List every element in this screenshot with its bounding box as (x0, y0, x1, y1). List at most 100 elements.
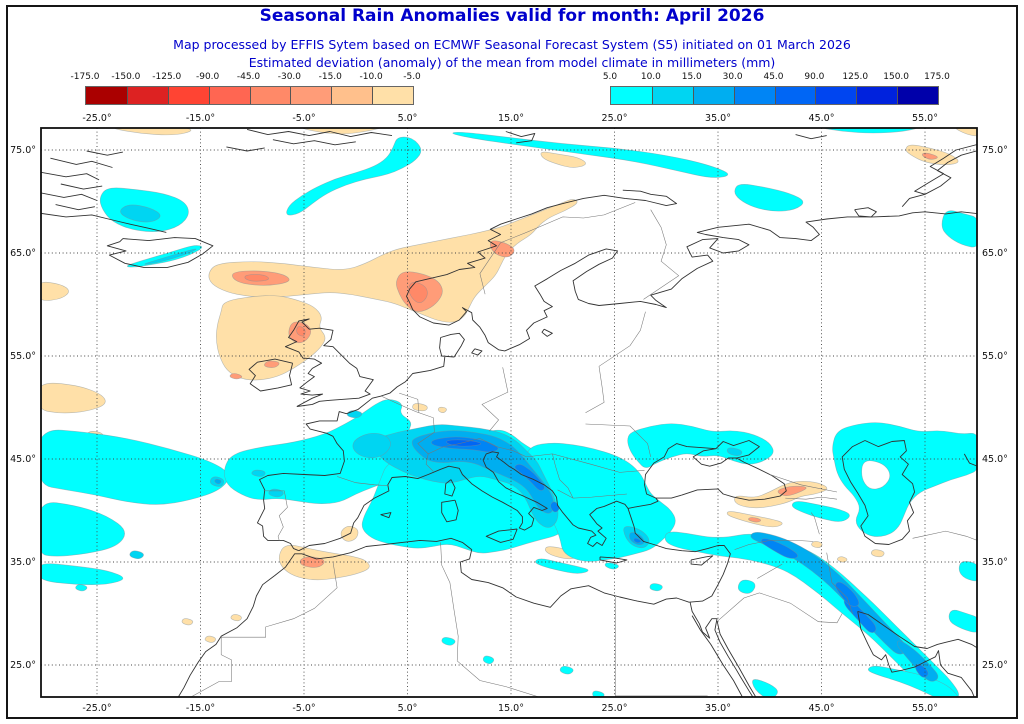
legend-tick-label: 175.0 (924, 72, 950, 82)
anomaly-region (181, 618, 194, 626)
legend-color-segment (692, 87, 734, 104)
anomaly-region (633, 537, 642, 544)
legend-colorbar (610, 86, 939, 105)
legend-color-segment (167, 87, 209, 104)
anomaly-region (264, 360, 280, 368)
anomaly-region (114, 128, 192, 136)
lat-label-left: 45.0° (10, 454, 36, 465)
anomaly-region (251, 469, 266, 477)
anomaly-region (535, 558, 589, 574)
legend-color-segment (86, 87, 127, 104)
lat-label-left: 25.0° (10, 660, 36, 671)
lat-label-right: 35.0° (982, 557, 1008, 568)
map-frame (40, 127, 978, 698)
legend-color-segment (290, 87, 332, 104)
legend-color-segment (249, 87, 291, 104)
anomaly-region (941, 210, 977, 248)
anomaly-region (127, 245, 203, 268)
legend-color-segment (815, 87, 857, 104)
lat-label-left: 75.0° (10, 145, 36, 156)
anomaly-region (41, 563, 124, 586)
anomaly-region (559, 665, 574, 675)
lat-label-right: 65.0° (982, 248, 1008, 259)
legend-tick-label: -30.0 (277, 72, 302, 82)
anomaly-region (299, 556, 325, 568)
anomaly-region (129, 550, 144, 559)
page-title: Seasonal Rain Anomalies valid for month:… (259, 6, 765, 26)
lon-label-top: 35.0° (705, 113, 731, 124)
legend-tick-label: 5.0 (602, 72, 618, 82)
anomaly-region (408, 282, 428, 304)
legend-tick-label: 90.0 (804, 72, 825, 82)
legend-tick-label: -45.0 (236, 72, 261, 82)
anomaly-region (955, 128, 977, 137)
lon-label-bottom: 55.0° (912, 703, 938, 714)
legend-tick-label: 30.0 (722, 72, 743, 82)
lon-label-top: -15.0° (186, 113, 215, 124)
legend-color-segment (372, 87, 413, 104)
anomaly-region (41, 382, 106, 414)
legend-tick-label: 15.0 (681, 72, 702, 82)
legend-tick-label: -175.0 (70, 72, 100, 82)
legend-color-segment (331, 87, 373, 104)
anomaly-region (482, 655, 495, 665)
anomaly-region (75, 584, 88, 592)
anomaly-region (144, 248, 197, 265)
graticule (41, 128, 977, 697)
lon-label-bottom: 25.0° (602, 703, 628, 714)
lon-label-top: -5.0° (292, 113, 315, 124)
lon-label-bottom: -15.0° (186, 703, 215, 714)
anomaly-region (649, 583, 663, 592)
legend-color-segment (208, 87, 250, 104)
anomaly-region (346, 410, 363, 419)
anomaly-region (811, 541, 823, 548)
lat-label-right: 45.0° (982, 454, 1008, 465)
coastlines (41, 128, 977, 697)
lon-label-bottom: 45.0° (809, 703, 835, 714)
anomaly-region (230, 614, 242, 622)
legend-negative-anomalies: -175.0 -150.0 -125.0 -90.0 -45.0 -30.0 -15.0 -1… (60, 72, 437, 108)
lon-label-top: -25.0° (82, 113, 111, 124)
lat-label-left: 65.0° (10, 248, 36, 259)
anomaly-region (948, 609, 977, 633)
anomaly-region (244, 274, 269, 282)
anomaly-region (760, 538, 798, 559)
lon-label-top: 5.0° (398, 113, 418, 124)
anomaly-region (303, 128, 381, 135)
lon-label-top: 25.0° (602, 113, 628, 124)
legend-tick-label: -5.0 (403, 72, 421, 82)
anomaly-region (861, 460, 891, 490)
anomaly-region (835, 581, 860, 607)
lon-label-bottom: 35.0° (705, 703, 731, 714)
anomaly-region (871, 549, 885, 558)
anomaly-region (823, 128, 917, 134)
legend-color-segment (651, 87, 693, 104)
anomaly-region (734, 184, 804, 212)
legend-colorbar (85, 86, 414, 105)
lon-label-top: 15.0° (498, 113, 524, 124)
anomaly-region (540, 151, 586, 168)
anomaly-region (41, 429, 229, 505)
anomaly-region (214, 478, 222, 485)
anomaly-region (915, 664, 929, 678)
anomaly-region (489, 240, 515, 258)
legend-tick-label: 10.0 (640, 72, 661, 82)
lat-label-left: 55.0° (10, 351, 36, 362)
anomaly-blobs (41, 128, 977, 697)
anomaly-region (837, 556, 848, 563)
anomaly-region (832, 422, 977, 537)
legend-color-segment (774, 87, 816, 104)
country-borders (190, 202, 977, 697)
anomaly-region (229, 373, 243, 380)
legend-tick-label: 45.0 (763, 72, 784, 82)
anomaly-region (204, 635, 216, 643)
anomaly-region (352, 432, 391, 459)
anomaly-region (441, 637, 456, 646)
legend-color-segment (611, 87, 652, 104)
lon-label-bottom: 15.0° (498, 703, 524, 714)
legend-color-segment (126, 87, 168, 104)
legend-positive-anomalies: 5.0 10.0 15.0 30.0 45.0 90.0 125.0 150.0 175.0 (585, 72, 962, 108)
anomaly-region (791, 501, 850, 522)
legend-tick-label: -125.0 (152, 72, 182, 82)
legend-tick-label: 125.0 (842, 72, 869, 82)
